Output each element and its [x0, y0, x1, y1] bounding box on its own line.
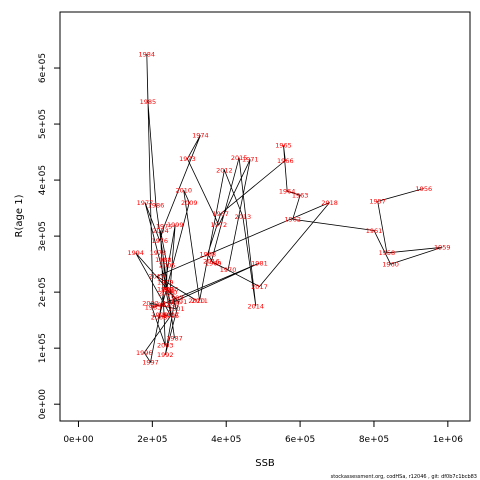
year-label-2016: 2016 — [203, 258, 220, 266]
year-label-1985: 1985 — [140, 98, 157, 106]
year-label-2019: 2019 — [149, 273, 166, 281]
year-label-1965: 1965 — [275, 142, 292, 150]
year-label-1962: 1962 — [284, 216, 301, 224]
year-label-1983: 1983 — [145, 304, 162, 312]
year-label-1975: 1975 — [156, 222, 173, 230]
year-label-1968: 1968 — [199, 250, 216, 258]
year-label-2013: 2013 — [235, 213, 252, 221]
year-label-2020: 2020 — [188, 297, 205, 305]
y-tick-label: 4e+05 — [38, 165, 48, 195]
stock-recruit-path — [135, 53, 443, 364]
year-label-1992: 1992 — [157, 351, 174, 359]
year-label-1956: 1956 — [416, 185, 433, 193]
year-label-2008: 2008 — [151, 314, 168, 322]
year-label-1999: 1999 — [167, 221, 184, 229]
year-label-1973: 1973 — [179, 155, 196, 163]
year-label-2010: 2010 — [175, 186, 192, 194]
year-label-2014: 2014 — [247, 302, 264, 310]
year-label-1986: 1986 — [148, 202, 165, 210]
year-label-1980: 1980 — [163, 300, 180, 308]
y-axis: 0e+00 1e+05 2e+05 3e+05 4e+05 5e+05 6e+05 — [38, 53, 61, 420]
year-label-1978: 1978 — [150, 249, 167, 257]
year-label-2000: 2000 — [162, 286, 179, 294]
year-label-1972: 1972 — [211, 221, 228, 229]
x-axis-title: SSB — [255, 458, 275, 469]
year-label-1967: 1967 — [212, 210, 229, 218]
year-label-1977: 1977 — [137, 199, 154, 207]
year-label-2009: 2009 — [181, 199, 198, 207]
y-tick-label: 1e+05 — [38, 333, 48, 363]
year-label-2001: 2001 — [168, 305, 185, 313]
year-label-1969: 1969 — [205, 259, 222, 267]
year-label-1990: 1990 — [161, 288, 178, 296]
year-label-1957: 1957 — [369, 198, 386, 206]
year-label-1989: 1989 — [157, 286, 174, 294]
year-label-1959: 1959 — [434, 244, 451, 252]
year-label-2011: 2011 — [191, 297, 208, 305]
year-label-2002: 2002 — [142, 300, 159, 308]
year-label-1982: 1982 — [153, 301, 170, 309]
x-tick-label: 6e+05 — [285, 435, 315, 445]
x-axis: 0e+00 2e+05 4e+05 6e+05 8e+05 1e+06 — [63, 420, 464, 445]
x-tick-label: 2e+05 — [137, 435, 167, 445]
plot-frame — [59, 11, 471, 422]
year-label-1993: 1993 — [167, 294, 184, 302]
year-label-1981: 1981 — [251, 259, 268, 267]
year-label-1964: 1964 — [279, 188, 296, 196]
year-label-1966: 1966 — [277, 157, 294, 165]
year-label-2007: 2007 — [163, 311, 180, 319]
year-label-1963: 1963 — [292, 192, 309, 200]
year-label-1974: 1974 — [192, 132, 209, 140]
y-tick-label: 0e+00 — [38, 389, 48, 420]
year-label-1970: 1970 — [220, 266, 237, 274]
year-label-1996: 1996 — [136, 349, 153, 357]
y-tick-label: 6e+05 — [38, 53, 48, 83]
year-label-2006: 2006 — [158, 290, 175, 298]
year-label-1997: 1997 — [142, 358, 159, 366]
year-label-1960: 1960 — [382, 260, 399, 268]
year-label-1987: 1987 — [166, 334, 183, 342]
year-label-1976: 1976 — [151, 237, 168, 245]
year-label-1994: 1994 — [127, 249, 144, 257]
year-label-2017: 2017 — [251, 283, 268, 291]
x-tick-label: 8e+05 — [359, 435, 389, 445]
year-label-2015: 2015 — [231, 154, 248, 162]
y-axis-title: R(age 1) — [14, 194, 25, 237]
year-label-2018: 2018 — [321, 199, 338, 207]
x-tick-label: 0e+00 — [63, 435, 94, 445]
year-label-1991: 1991 — [171, 298, 188, 306]
year-label-1961: 1961 — [366, 227, 383, 235]
year-label-1979: 1979 — [157, 278, 174, 286]
year-label-1984: 1984 — [139, 50, 156, 58]
x-tick-label: 4e+05 — [211, 435, 241, 445]
year-label-2003: 2003 — [157, 342, 174, 350]
year-label-2005: 2005 — [159, 262, 176, 270]
year-label-1958: 1958 — [379, 249, 396, 257]
year-label-1988: 1988 — [155, 256, 172, 264]
year-label-1995: 1995 — [163, 312, 180, 320]
y-tick-label: 3e+05 — [38, 221, 48, 251]
x-tick-label: 1e+06 — [433, 435, 464, 445]
footer-credit: stockassessment.org, codHSa, r12046 , gi… — [331, 474, 477, 480]
year-label-2012: 2012 — [216, 166, 233, 174]
y-tick-label: 2e+05 — [38, 277, 48, 307]
year-label-1971: 1971 — [242, 156, 259, 164]
year-label-2004: 2004 — [152, 227, 169, 235]
year-label-1998: 1998 — [151, 311, 168, 319]
y-tick-label: 5e+05 — [38, 109, 48, 139]
